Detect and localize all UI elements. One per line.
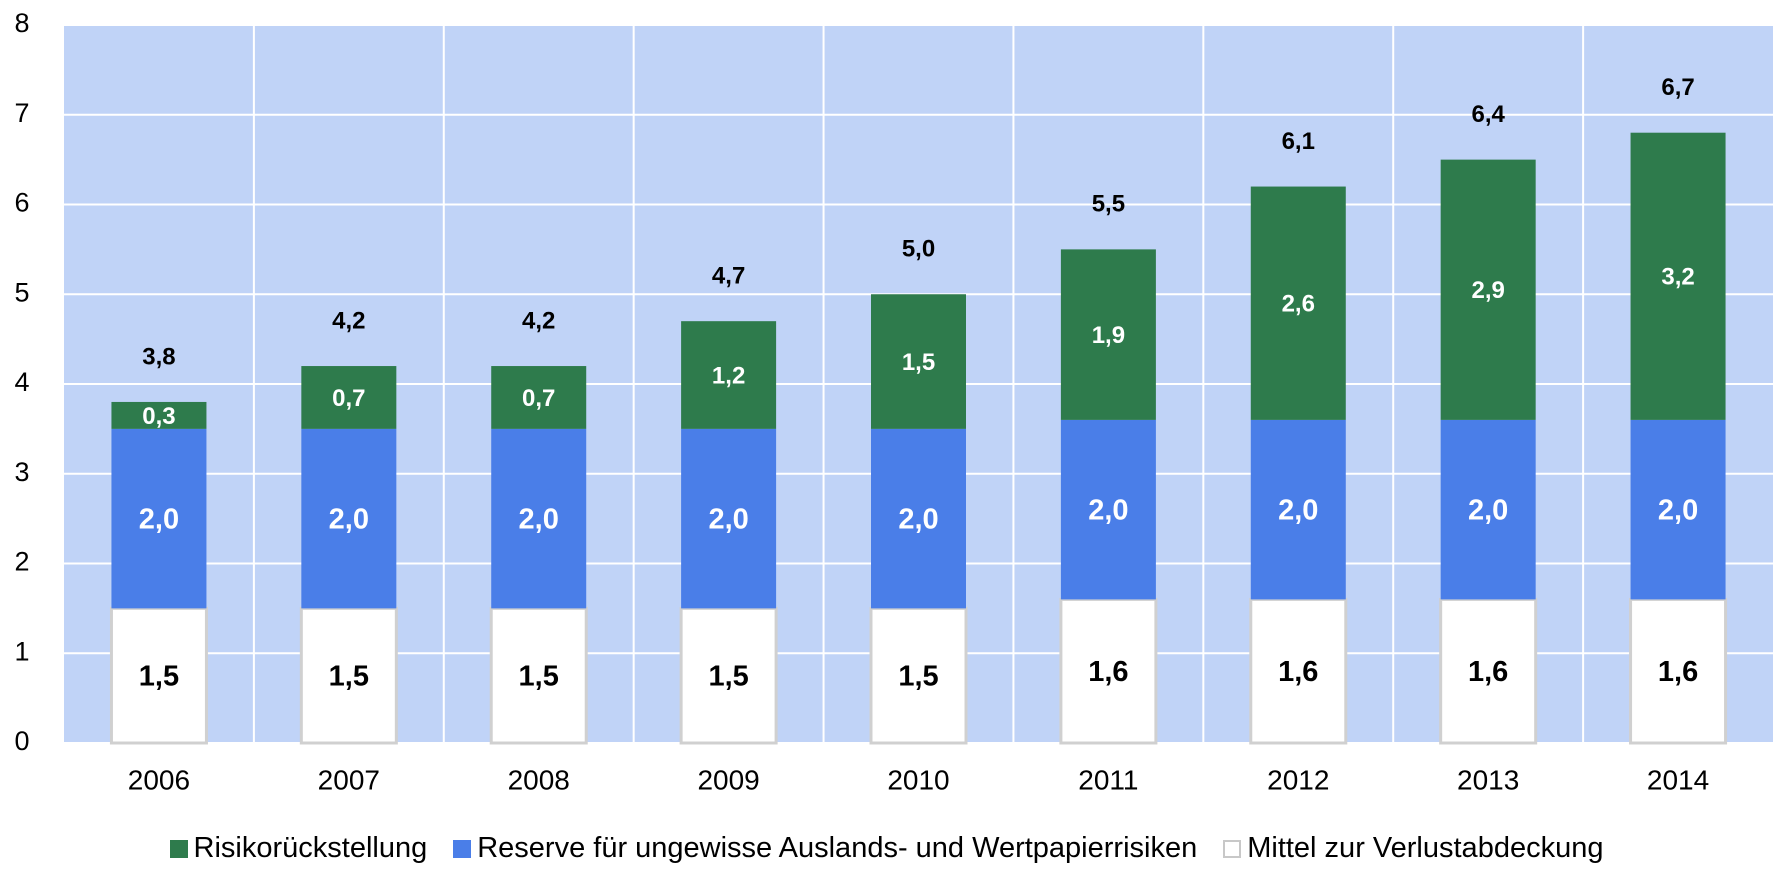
y-tick-label: 6 (14, 188, 29, 218)
value-label: 2,0 (1088, 494, 1128, 526)
value-label: 0,7 (522, 385, 555, 412)
value-label: 1,5 (898, 660, 938, 692)
y-tick-label: 2 (14, 547, 29, 577)
value-label: 1,5 (139, 660, 179, 692)
value-label: 2,9 (1471, 277, 1504, 304)
value-label: 1,9 (1092, 322, 1125, 349)
chart: 0 1 2 3 4 5 6 7 8 2006 1,5 2,0 0,3 3,8 2007 1,5 2,0 0,7 4,… (14, 8, 1773, 795)
bar-segment (1630, 419, 1726, 600)
value-label: 3,2 (1661, 264, 1694, 291)
value-label: 2,6 (1282, 291, 1315, 318)
y-tick-label: 1 (14, 636, 29, 666)
value-label: 1,5 (708, 660, 748, 692)
bar-segment (681, 428, 777, 609)
bar-segment (1059, 597, 1158, 745)
value-label: 1,5 (902, 349, 935, 376)
value-label: 1,6 (1088, 656, 1128, 688)
x-tick-label: 2007 (318, 764, 380, 795)
value-label: 1,5 (519, 660, 559, 692)
bar-segment (111, 401, 207, 429)
legend-swatch (453, 839, 472, 858)
bar-segment (301, 428, 397, 609)
bar-segment (1060, 419, 1156, 600)
value-label: 2,0 (1278, 494, 1318, 526)
bar-segment (111, 428, 207, 609)
bar-segment (1250, 419, 1346, 600)
legend-item: Mittel zur Verlustabdeckung (1223, 832, 1603, 865)
x-tick-label: 2011 (1078, 764, 1138, 795)
legend-swatch (1223, 839, 1242, 858)
x-tick-label: 2008 (508, 764, 570, 795)
value-label: 1,5 (329, 660, 369, 692)
value-label: 1,6 (1658, 656, 1698, 688)
value-label: 1,2 (712, 362, 745, 389)
bar-segment (871, 428, 966, 609)
bar-segment (1440, 159, 1536, 420)
x-tick-label: 2012 (1267, 764, 1329, 795)
bar-segment (869, 606, 968, 745)
total-label: 6,1 (1282, 128, 1315, 155)
value-label: 1,6 (1468, 656, 1508, 688)
legend-swatch (169, 839, 188, 858)
value-label: 2,0 (708, 503, 748, 535)
bar-segment (679, 606, 778, 745)
bar-segment (1060, 249, 1156, 420)
bar-segment (299, 606, 398, 745)
bar-segment (1630, 132, 1726, 420)
total-label: 6,7 (1661, 74, 1694, 101)
x-tick-label: 2014 (1647, 764, 1709, 795)
total-label: 5,0 (902, 236, 935, 263)
legend: Risikorückstellung Reserve für ungewisse … (0, 832, 1773, 865)
total-label: 5,5 (1092, 191, 1125, 218)
y-tick-label: 8 (14, 8, 29, 38)
bar-segment (491, 366, 587, 429)
legend-item: Reserve für ungewisse Auslands- und Wert… (453, 832, 1197, 865)
value-label: 0,3 (142, 403, 175, 430)
value-label: 2,0 (1658, 494, 1698, 526)
x-tick-label: 2010 (887, 764, 949, 795)
value-label: 2,0 (519, 503, 559, 535)
bar-segment (681, 321, 777, 429)
x-tick-label: 2006 (128, 764, 190, 795)
value-label: 0,7 (332, 385, 365, 412)
bar-segment (871, 294, 966, 429)
y-tick-label: 7 (14, 98, 29, 128)
value-label: 2,0 (898, 503, 938, 535)
value-label: 1,6 (1278, 656, 1318, 688)
legend-item: Risikorückstellung (169, 832, 428, 865)
y-tick-label: 5 (14, 277, 29, 307)
x-tick-label: 2009 (697, 764, 759, 795)
bar-segment (301, 366, 397, 429)
total-label: 4,7 (712, 263, 745, 290)
legend-label: Reserve für ungewisse Auslands- und Wert… (477, 832, 1198, 864)
bar-segment (1249, 597, 1348, 745)
y-tick-label: 3 (14, 457, 29, 487)
legend-label: Mittel zur Verlustabdeckung (1247, 832, 1604, 864)
bar-segment (1250, 186, 1346, 420)
total-label: 4,2 (522, 307, 555, 334)
legend-label: Risikorückstellung (193, 832, 428, 864)
y-tick-label: 4 (14, 367, 29, 397)
value-label: 2,0 (139, 503, 179, 535)
y-tick-label: 0 (14, 726, 29, 756)
total-label: 6,4 (1471, 101, 1505, 128)
total-label: 3,8 (142, 343, 175, 370)
bar-segment (491, 428, 587, 609)
bar-segment (1440, 419, 1536, 600)
bar-segment (109, 606, 208, 745)
total-label: 4,2 (332, 307, 365, 334)
value-label: 2,0 (1468, 494, 1508, 526)
x-tick-label: 2013 (1457, 764, 1519, 795)
bar-segment (1629, 597, 1728, 745)
value-label: 2,0 (329, 503, 369, 535)
